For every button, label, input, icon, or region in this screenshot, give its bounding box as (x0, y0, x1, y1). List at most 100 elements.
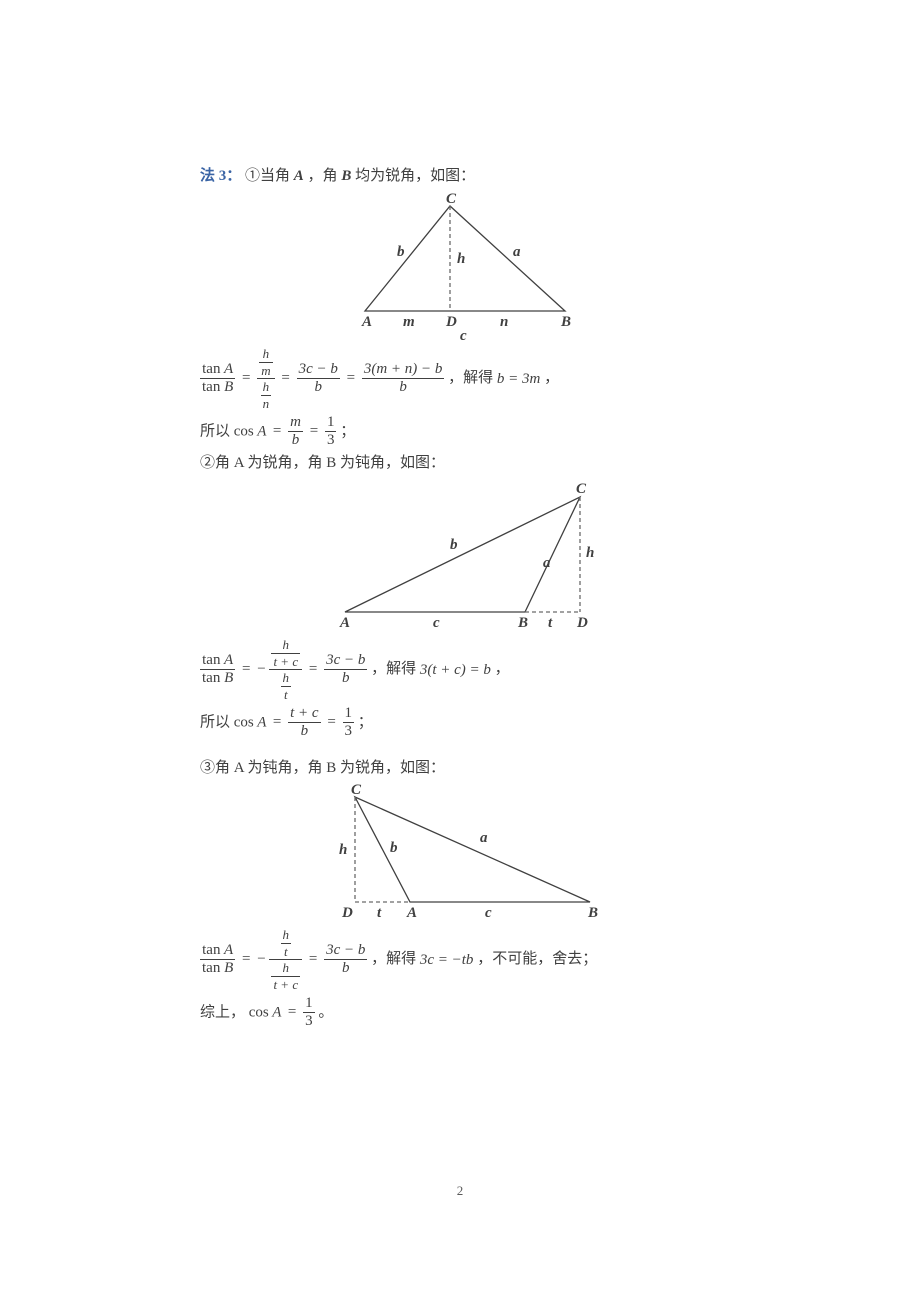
fig3-D: D (341, 905, 353, 921)
fig3-A: A (406, 905, 417, 921)
tan-B-var: B (224, 379, 233, 395)
tan-A-label: tan (202, 361, 220, 377)
c3-d-tc: t + c (271, 977, 300, 992)
case3-intro: ③角 A 为钝角，角 B 为锐角，如图： (200, 758, 730, 778)
c1-mid3-den: b (362, 379, 445, 396)
c3-mid2-num: 3c − b (324, 943, 367, 961)
c1-eq2-pre: 所以 (200, 423, 234, 439)
conclusion-pre: 综上， (200, 1004, 245, 1020)
fig1-c: c (460, 328, 467, 341)
c2-cos: cos (234, 714, 254, 730)
figure-2: A B C D b a h c t (315, 477, 615, 632)
fig2-a: a (543, 555, 551, 571)
c3-n-t: t (281, 944, 292, 959)
case1-intro-pre: ①当角 (245, 168, 294, 184)
c1-f1-den: b (288, 432, 303, 449)
c2-f2-num: 1 (343, 706, 355, 724)
c2-solve-eq: 3(t + c) = b (420, 660, 491, 680)
c3-eq1-tail: ，不可能，舍去； (477, 951, 597, 967)
c2-cos-A: A (257, 714, 266, 730)
method-heading: 法 3： ①当角 A ，角 B 均为锐角，如图： (200, 165, 730, 187)
fig3-C: C (351, 782, 362, 798)
fig1-m: m (403, 314, 415, 330)
c3-tanB: tan (202, 960, 220, 976)
case1-intro-tail: 均为锐角，如图： (355, 168, 475, 184)
c1-cos-A: A (257, 423, 266, 439)
c3-solve-eq: 3c = −tb (420, 950, 474, 970)
c1-eq2-tail: ； (340, 423, 355, 439)
c1-f1-num: m (288, 415, 303, 433)
c1-mid2-den: b (297, 379, 340, 396)
tan-A-var: A (224, 361, 233, 377)
fig2-A: A (339, 615, 350, 631)
case3-eq1: tan A tan B = − ht ht + c = 3c − b b ，解得… (200, 928, 730, 992)
c3-neg: − (257, 951, 265, 967)
fig3-B: B (587, 905, 598, 921)
heading-A: A (294, 168, 304, 184)
fig2-D: D (576, 615, 588, 631)
concl-den: 3 (303, 1013, 315, 1030)
c2-neg: − (257, 661, 265, 677)
c3-tanA-var: A (224, 942, 233, 958)
c2-n-h: h (271, 638, 300, 654)
fig1-b: b (397, 244, 405, 260)
figure-3: A B C D b a h c t (315, 782, 615, 922)
heading-B: B (341, 168, 351, 184)
case2-intro: ②角 A 为锐角，角 B 为钝角，如图： (200, 453, 730, 473)
fig1-B: B (560, 314, 571, 330)
figure-1: A B C D b a h m n c (335, 191, 595, 341)
c2-n-tc: t + c (271, 654, 300, 669)
case2-eq1: tan A tan B = − ht + c ht = 3c − b b ，解得… (200, 638, 730, 702)
fig1-A: A (361, 314, 372, 330)
c1-cos: cos (234, 423, 254, 439)
c2-mid2-num: 3c − b (324, 653, 367, 671)
fig1-C: C (446, 191, 457, 207)
fig2-h: h (586, 545, 594, 561)
c2-eq1-tail: ， (495, 661, 510, 677)
c2-tanA-var: A (224, 652, 233, 668)
c2-f1-den: b (288, 723, 320, 740)
conclusion-tail: 。 (318, 1004, 333, 1020)
concl-A: A (272, 1004, 281, 1020)
page-number: 2 (0, 1183, 920, 1199)
fig3-t: t (377, 905, 382, 921)
c3-tanB-var: B (224, 960, 233, 976)
fig2-B: B (517, 615, 528, 631)
c2-eq2-pre: 所以 (200, 714, 234, 730)
c2-f1-num: t + c (288, 706, 320, 724)
c3-d-h: h (271, 961, 300, 977)
c3-n-h: h (281, 928, 292, 944)
c1-eq1-tail: ， (544, 370, 559, 386)
c1-num-m: m (259, 363, 272, 378)
case1-eq1: tan A tan B = hm hn = 3c − b b = 3(m + n… (200, 347, 730, 411)
method-label: 法 3： (200, 168, 241, 184)
case1-intro-mid: ，角 (308, 168, 342, 184)
c2-tanB: tan (202, 670, 220, 686)
concl-cos: cos (249, 1004, 269, 1020)
fig3-a: a (480, 830, 488, 846)
c1-mid2-num: 3c − b (297, 362, 340, 380)
fig1-h: h (457, 251, 465, 267)
tan-B-label: tan (202, 379, 220, 395)
c1-f2-num: 1 (325, 415, 337, 433)
c2-d-h: h (281, 671, 292, 687)
c1-solve-eq: b = 3m (497, 369, 540, 389)
c2-f2-den: 3 (343, 723, 355, 740)
spacer (200, 744, 730, 754)
fig2-c: c (433, 615, 440, 631)
fig3-c: c (485, 905, 492, 921)
c2-d-t: t (281, 687, 292, 702)
concl-num: 1 (303, 996, 315, 1014)
c3-solve-label: ，解得 (371, 951, 420, 967)
fig3-b: b (390, 840, 398, 856)
c1-f2-den: 3 (325, 432, 337, 449)
c3-tanA: tan (202, 942, 220, 958)
c1-den-h: h (261, 380, 272, 396)
fig1-a: a (513, 244, 521, 260)
case1-eq2: 所以 cos A = mb = 13 ； (200, 415, 730, 450)
case2-eq2: 所以 cos A = t + cb = 13 ； (200, 706, 730, 741)
fig1-D: D (445, 314, 457, 330)
c1-mid3-num: 3(m + n) − b (362, 362, 445, 380)
c2-tanB-var: B (224, 670, 233, 686)
c2-eq2-tail: ； (358, 714, 373, 730)
